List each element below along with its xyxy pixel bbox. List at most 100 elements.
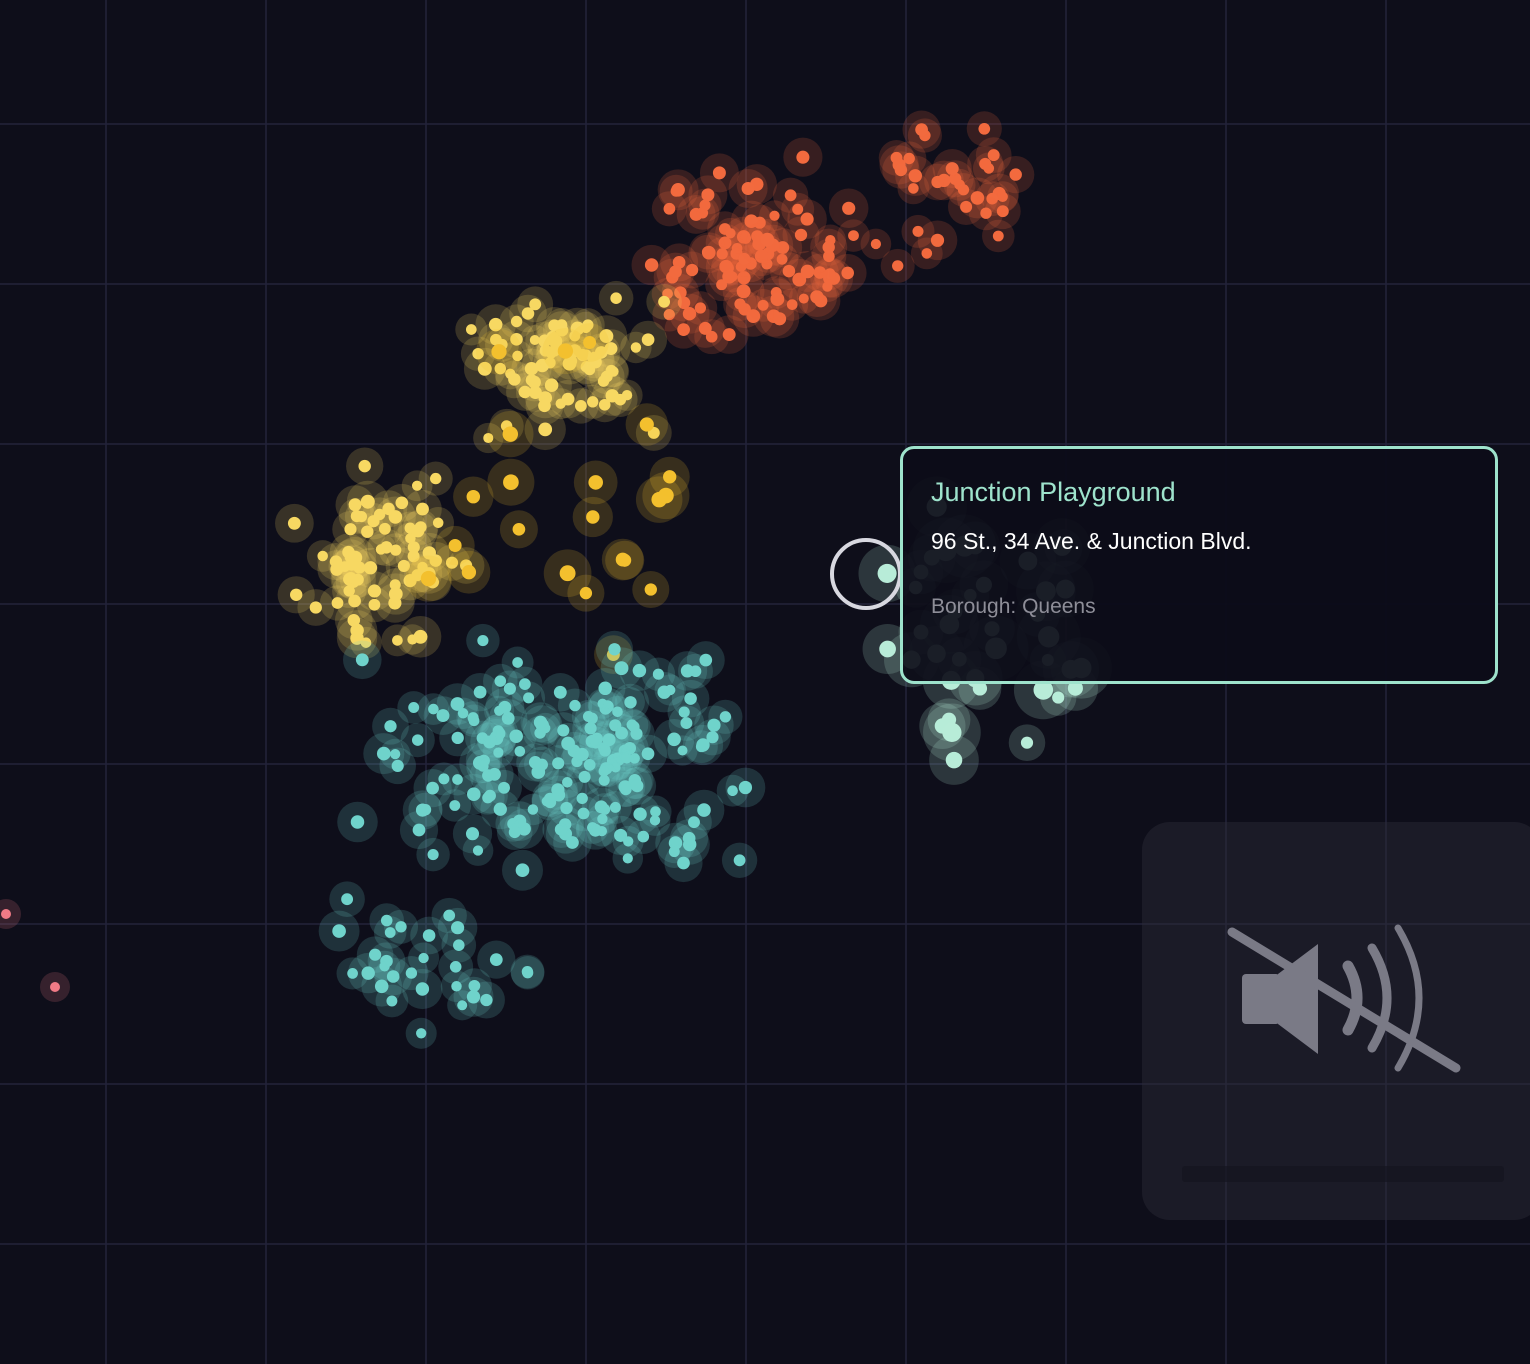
park-point[interactable] xyxy=(439,719,477,757)
park-point[interactable] xyxy=(667,735,698,766)
park-point[interactable] xyxy=(476,328,522,375)
park-point[interactable] xyxy=(491,670,529,707)
park-point[interactable] xyxy=(966,111,1002,147)
park-point[interactable] xyxy=(398,511,438,551)
park-point[interactable] xyxy=(277,576,315,614)
park-point[interactable] xyxy=(837,219,870,252)
park-point[interactable] xyxy=(535,307,573,344)
park-point[interactable] xyxy=(639,804,671,836)
park-point[interactable] xyxy=(641,657,676,691)
park-point[interactable] xyxy=(657,169,699,211)
park-point[interactable] xyxy=(475,755,514,794)
park-point[interactable] xyxy=(336,957,369,990)
park-point[interactable] xyxy=(381,624,414,657)
park-point[interactable] xyxy=(997,155,1035,194)
park-point[interactable] xyxy=(463,347,506,390)
park-point[interactable] xyxy=(730,200,772,242)
park-point[interactable] xyxy=(375,984,409,1018)
park-point[interactable] xyxy=(572,709,609,747)
park-point[interactable] xyxy=(929,735,979,785)
park-point[interactable] xyxy=(772,177,809,213)
park-point[interactable] xyxy=(811,238,847,274)
park-point[interactable] xyxy=(475,304,516,345)
park-point[interactable] xyxy=(571,308,605,342)
park-point[interactable] xyxy=(452,814,493,854)
park-point[interactable] xyxy=(487,410,534,458)
park-point[interactable] xyxy=(982,219,1015,253)
park-point[interactable] xyxy=(665,284,703,322)
speaker-muted-icon[interactable] xyxy=(1222,918,1462,1088)
park-point[interactable] xyxy=(499,510,538,549)
park-point[interactable] xyxy=(372,707,409,745)
park-point[interactable] xyxy=(495,806,531,842)
park-point[interactable] xyxy=(423,696,463,735)
park-point[interactable] xyxy=(317,543,355,581)
park-point[interactable] xyxy=(902,110,941,149)
park-point[interactable] xyxy=(782,216,820,254)
park-point[interactable] xyxy=(770,252,808,290)
park-point[interactable] xyxy=(828,253,867,292)
park-point[interactable] xyxy=(477,718,517,759)
park-point[interactable] xyxy=(796,276,838,318)
park-point[interactable] xyxy=(987,181,1019,213)
park-point[interactable] xyxy=(477,940,516,979)
park-point[interactable] xyxy=(382,483,421,522)
park-point[interactable] xyxy=(453,773,495,815)
park-point[interactable] xyxy=(354,571,395,611)
park-point[interactable] xyxy=(705,236,740,271)
park-point[interactable] xyxy=(447,550,491,594)
park-point[interactable] xyxy=(416,541,455,580)
park-point[interactable] xyxy=(646,284,682,320)
park-point[interactable] xyxy=(632,570,670,609)
park-point[interactable] xyxy=(422,506,455,539)
park-point[interactable] xyxy=(460,672,500,712)
park-point[interactable] xyxy=(497,320,536,359)
park-point[interactable] xyxy=(592,375,633,416)
park-point[interactable] xyxy=(519,324,550,356)
park-point[interactable] xyxy=(600,647,643,690)
park-point[interactable] xyxy=(438,789,472,822)
park-point[interactable] xyxy=(728,168,768,209)
park-point[interactable] xyxy=(932,149,972,189)
park-point[interactable] xyxy=(329,881,365,917)
park-point[interactable] xyxy=(664,843,703,883)
park-point[interactable] xyxy=(584,668,626,709)
park-point[interactable] xyxy=(365,533,397,566)
audio-panel[interactable] xyxy=(1142,822,1530,1220)
park-point[interactable] xyxy=(605,540,645,580)
park-point[interactable] xyxy=(588,793,622,826)
park-point[interactable] xyxy=(40,972,70,1002)
park-point[interactable] xyxy=(501,340,534,372)
park-point[interactable] xyxy=(531,780,569,818)
park-point[interactable] xyxy=(860,228,892,260)
park-point[interactable] xyxy=(405,1017,437,1049)
park-point[interactable] xyxy=(741,204,778,241)
park-point[interactable] xyxy=(363,733,405,775)
park-point[interactable] xyxy=(440,970,473,1003)
park-point[interactable] xyxy=(597,355,630,388)
park-point[interactable] xyxy=(343,640,382,680)
park-point[interactable] xyxy=(656,252,695,291)
park-point[interactable] xyxy=(565,795,602,832)
park-point[interactable] xyxy=(405,555,452,602)
park-point[interactable] xyxy=(614,687,645,718)
park-point[interactable] xyxy=(587,763,621,797)
park-point[interactable] xyxy=(968,196,1004,231)
park-point[interactable] xyxy=(336,610,378,651)
park-point[interactable] xyxy=(401,470,433,502)
park-point[interactable] xyxy=(901,214,935,248)
park-point[interactable] xyxy=(923,703,981,762)
park-point[interactable] xyxy=(545,388,577,420)
park-point[interactable] xyxy=(617,710,651,744)
park-point[interactable] xyxy=(716,774,749,807)
park-point[interactable] xyxy=(495,360,534,399)
park-point[interactable] xyxy=(575,810,615,850)
park-point[interactable] xyxy=(715,217,746,249)
park-point[interactable] xyxy=(394,956,429,991)
park-point[interactable] xyxy=(686,641,725,680)
park-point[interactable] xyxy=(562,734,602,775)
park-point[interactable] xyxy=(882,151,920,189)
park-points[interactable] xyxy=(0,110,1112,1049)
park-point[interactable] xyxy=(756,278,799,320)
